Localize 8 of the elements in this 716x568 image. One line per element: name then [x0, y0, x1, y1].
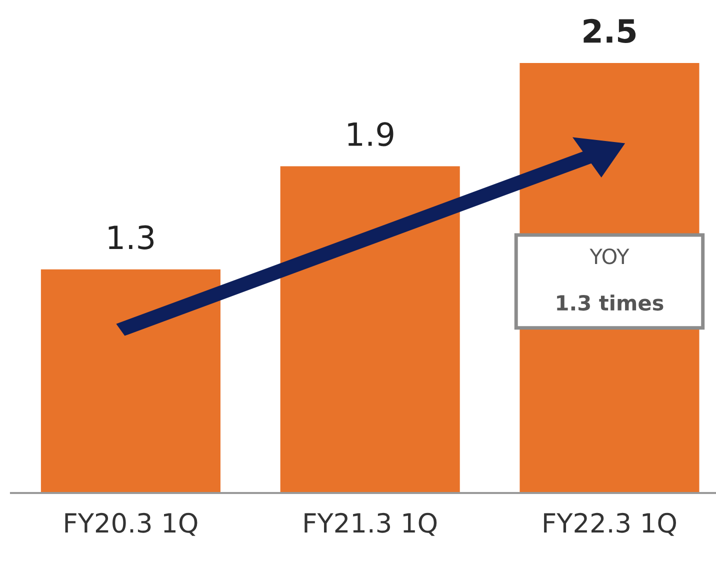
annotation: YOY: [590, 248, 630, 264]
x-tick-label: FY20.3 1Q: [65, 512, 198, 536]
data-label: 1.9: [348, 122, 394, 146]
x-tick-label: FY21.3 1Q: [304, 512, 437, 536]
data-label: 1.3: [108, 225, 154, 250]
x-tick-label: FY22.3 1Q: [544, 512, 676, 536]
data-label: 2.5: [584, 18, 636, 44]
annotation: 1.3 times: [557, 294, 664, 311]
